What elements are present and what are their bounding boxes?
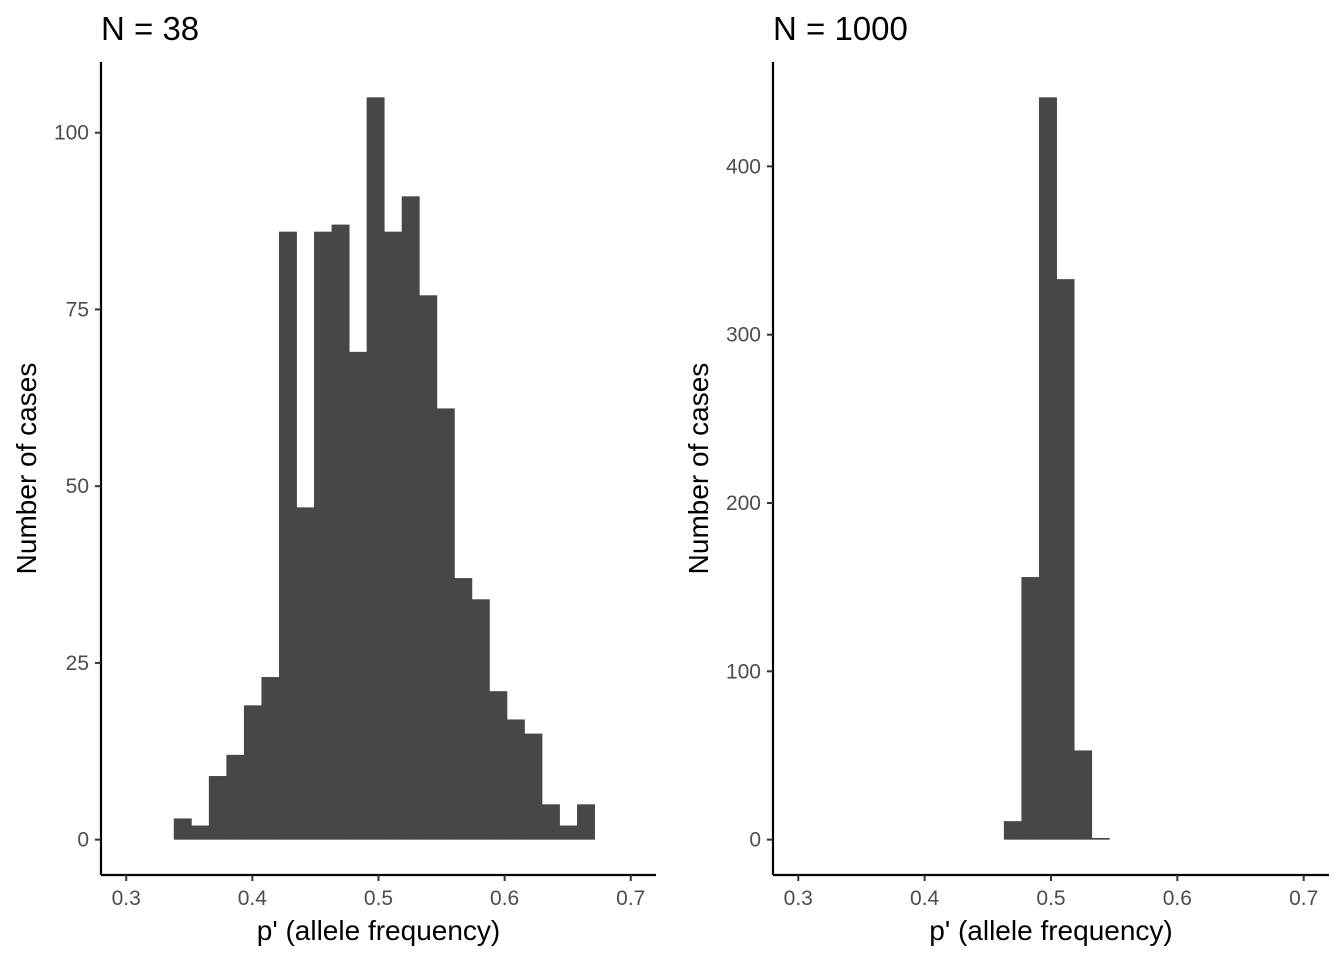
- y-tick-label: 100: [726, 660, 761, 683]
- histogram-bar: [1091, 837, 1110, 840]
- histogram-bar: [524, 733, 543, 840]
- histogram-bar: [349, 351, 368, 840]
- histogram-bar: [1021, 577, 1040, 840]
- y-tick-label: 0: [77, 829, 89, 852]
- histogram-bar: [577, 804, 595, 840]
- y-axis-title: Number of cases: [11, 363, 42, 575]
- y-axis-title: Number of cases: [683, 363, 714, 575]
- histogram-bar: [401, 196, 420, 840]
- histogram-bar: [208, 776, 227, 840]
- y-tick-label: 0: [749, 829, 761, 852]
- panel-1: 0.3 0.4 0.5 0.6 0.7 0 25 50 75 100 N = 38 p' (allel…: [11, 10, 656, 946]
- x-tick-label: 0.5: [1036, 887, 1065, 910]
- bars: [1003, 97, 1110, 840]
- x-tick-label: 0.5: [364, 887, 393, 910]
- y-tick-label: 50: [66, 475, 89, 498]
- histogram-bar: [243, 705, 262, 840]
- histogram-bar: [1003, 821, 1022, 840]
- x-tick-label: 0.3: [112, 887, 141, 910]
- histogram-bar: [559, 825, 578, 840]
- histogram-bar: [173, 818, 192, 840]
- x-tick-label: 0.6: [490, 887, 519, 910]
- x-tick-label: 0.7: [1289, 887, 1318, 910]
- histogram-bar: [506, 719, 525, 840]
- panel-title: N = 1000: [773, 10, 908, 47]
- histogram-bar: [331, 224, 350, 840]
- x-tick-label: 0.7: [616, 887, 645, 910]
- x-tick-label: 0.3: [784, 887, 813, 910]
- histogram-bar: [226, 754, 245, 840]
- panel-2: 0.3 0.4 0.5 0.6 0.7 0 100 200 300 400 N = 1000 p' (…: [683, 10, 1329, 946]
- histogram-bar: [489, 691, 508, 840]
- histogram-bar: [191, 825, 210, 840]
- histogram-bar: [384, 231, 403, 840]
- histogram-bar: [419, 295, 438, 840]
- y-tick-label: 75: [66, 298, 89, 321]
- histogram-bar: [314, 231, 332, 840]
- histogram-bar: [296, 507, 315, 840]
- y-tick-label: 200: [726, 492, 761, 515]
- x-tick-label: 0.6: [1163, 887, 1192, 910]
- bars: [173, 97, 595, 840]
- histogram-bar: [436, 408, 455, 840]
- y-tick-label: 400: [726, 155, 761, 178]
- y-tick-label: 100: [54, 122, 89, 145]
- histogram-bar: [471, 599, 490, 840]
- histogram-bar: [1056, 279, 1075, 840]
- histogram-bar: [366, 97, 385, 840]
- y-tick-label: 25: [66, 652, 89, 675]
- y-tick-label: 300: [726, 324, 761, 347]
- x-axis-title: p' (allele frequency): [929, 915, 1172, 946]
- histogram-bar: [454, 578, 473, 840]
- x-tick-label: 0.4: [910, 887, 940, 910]
- panel-title: N = 38: [101, 10, 199, 47]
- histogram-bar: [261, 677, 280, 840]
- histogram-bar: [278, 231, 297, 840]
- x-axis-title: p' (allele frequency): [257, 915, 500, 946]
- histogram-bar: [1074, 750, 1093, 840]
- histogram-bar: [541, 804, 560, 840]
- histogram-bar: [1038, 97, 1057, 840]
- x-tick-label: 0.4: [238, 887, 268, 910]
